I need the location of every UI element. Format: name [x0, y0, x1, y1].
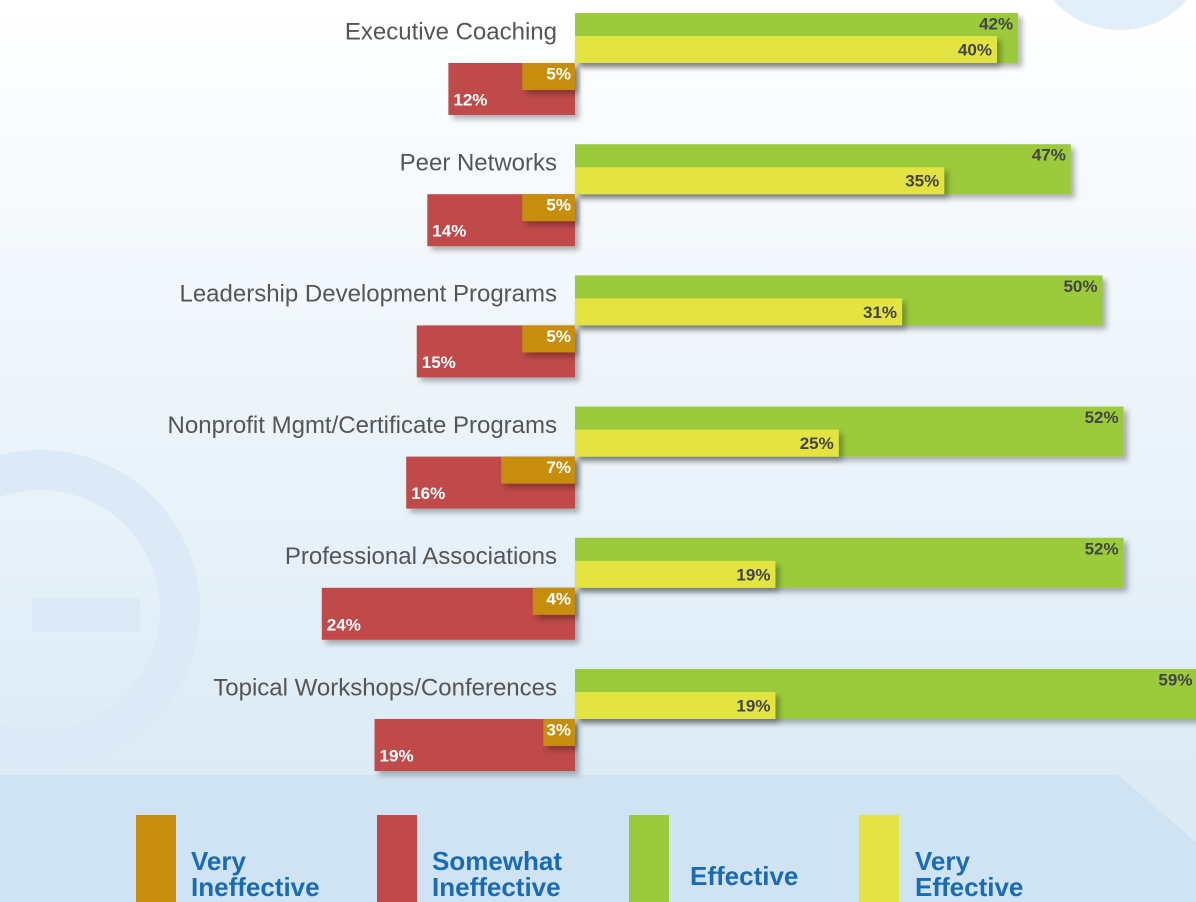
value-label: 15%	[422, 353, 456, 372]
legend-swatch	[136, 815, 176, 902]
category-label: Topical Workshops/Conferences	[213, 674, 557, 701]
value-label: 4%	[546, 589, 571, 608]
value-label: 19%	[736, 565, 770, 584]
category-label: Professional Associations	[285, 543, 557, 570]
value-label: 35%	[905, 172, 939, 191]
value-label: 52%	[1085, 408, 1119, 427]
value-label: 14%	[432, 222, 466, 241]
legend-swatch	[629, 815, 669, 902]
bar	[575, 692, 776, 719]
bar	[543, 719, 575, 746]
value-label: 5%	[546, 64, 571, 83]
bar	[522, 325, 575, 353]
bar	[374, 719, 575, 771]
value-label: 16%	[411, 484, 445, 503]
decor	[0, 450, 200, 770]
bar	[522, 194, 575, 222]
value-label: 5%	[546, 196, 571, 215]
value-label: 3%	[546, 720, 571, 739]
category-label: Executive Coaching	[345, 18, 557, 45]
value-label: 24%	[327, 615, 361, 634]
value-label: 50%	[1063, 277, 1097, 296]
value-label: 40%	[958, 40, 992, 59]
legend-swatch	[859, 815, 899, 902]
legend-label: Very Ineffective	[191, 846, 320, 902]
bar	[575, 36, 997, 63]
bar	[575, 298, 903, 326]
value-label: 19%	[380, 746, 414, 765]
bar	[501, 456, 575, 484]
value-label: 25%	[800, 434, 834, 453]
value-label: 59%	[1158, 670, 1192, 689]
value-label: 12%	[453, 90, 487, 109]
legend-label: Somewhat Ineffective	[432, 846, 563, 902]
value-label: 19%	[736, 696, 770, 715]
value-label: 31%	[863, 303, 897, 322]
legend-swatch	[377, 815, 417, 902]
decor	[32, 598, 140, 632]
legend-label: Effective	[690, 861, 799, 891]
bar	[575, 560, 776, 588]
bar	[532, 587, 575, 615]
value-label: 42%	[979, 14, 1013, 33]
bar	[522, 63, 575, 90]
category-label: Leadership Development Programs	[179, 281, 557, 308]
value-label: 47%	[1032, 146, 1066, 165]
bar	[575, 429, 839, 457]
value-label: 5%	[546, 327, 571, 346]
decor	[1052, 0, 1188, 30]
bar	[575, 167, 945, 195]
legend-label: Very Effective	[915, 846, 1024, 902]
value-label: 52%	[1085, 539, 1119, 558]
category-label: Peer Networks	[400, 150, 557, 177]
category-label: Nonprofit Mgmt/Certificate Programs	[168, 412, 557, 439]
value-label: 7%	[546, 458, 571, 477]
